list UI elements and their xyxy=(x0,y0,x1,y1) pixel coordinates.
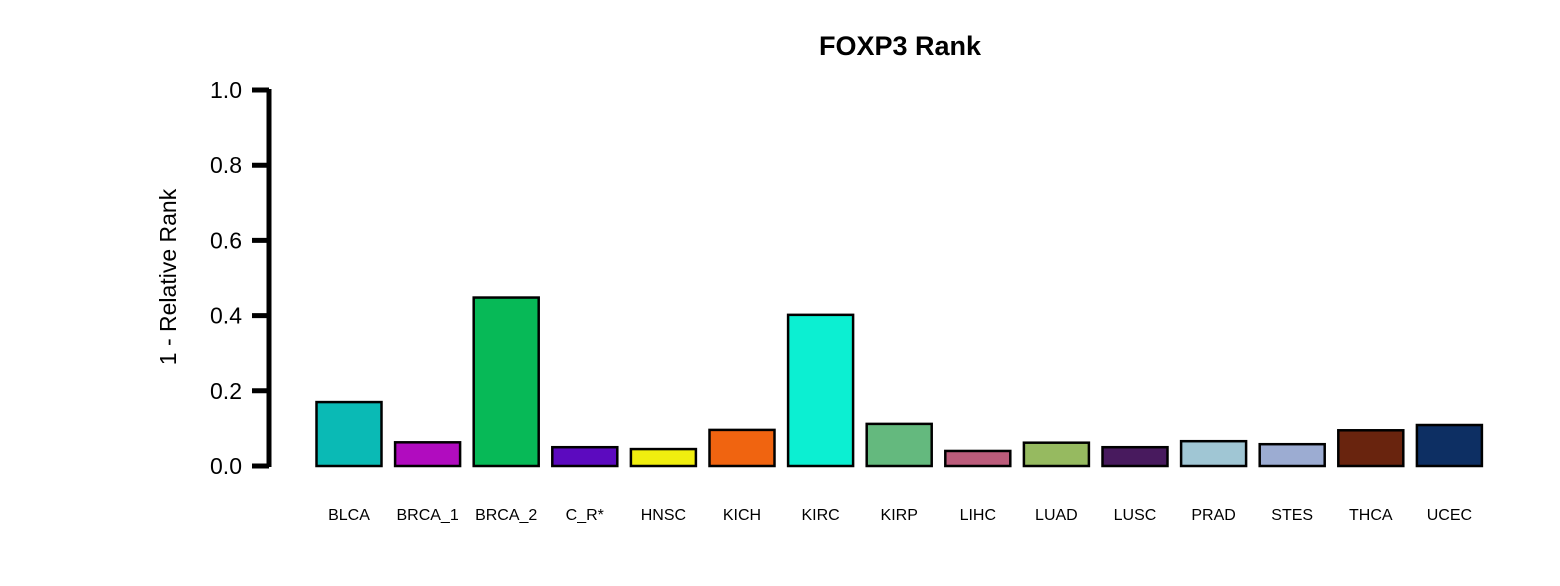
y-axis-ticks: 0.0 0.2 0.4 0.6 0.8 1.0 xyxy=(210,77,269,479)
x-tick-label: LUAD xyxy=(1035,507,1078,524)
x-tick-label: BRCA_1 xyxy=(396,507,458,524)
bar-kich xyxy=(708,428,776,468)
y-tick-label: 0.8 xyxy=(210,152,242,178)
bar-lihc xyxy=(944,449,1012,468)
x-tick-label: UCEC xyxy=(1427,507,1472,524)
x-tick-label: LIHC xyxy=(960,507,996,524)
x-tick-label: THCA xyxy=(1349,507,1393,524)
bar-kirc xyxy=(786,313,855,468)
bar-blca xyxy=(315,400,383,468)
y-tick-label: 0.6 xyxy=(210,227,242,253)
y-tick-label: 0.4 xyxy=(210,303,242,329)
y-tick-label: 0.0 xyxy=(210,453,242,479)
bar-thca xyxy=(1337,429,1405,468)
bar-brca-2 xyxy=(472,296,540,468)
bar-stes xyxy=(1258,442,1326,468)
x-tick-label: PRAD xyxy=(1191,507,1235,524)
x-tick-label: STES xyxy=(1271,507,1313,524)
bar-prad xyxy=(1179,439,1248,468)
bar-hnsc xyxy=(629,447,698,468)
x-tick-label: BRCA_2 xyxy=(475,507,537,524)
x-tick-label: KIRC xyxy=(801,507,839,524)
bar-kirp xyxy=(865,422,933,468)
chart-title: FOXP3 Rank xyxy=(819,31,982,61)
bar-c-r xyxy=(551,445,619,468)
y-axis-label: 1 - Relative Rank xyxy=(155,188,181,365)
x-tick-label: HNSC xyxy=(641,507,686,524)
x-tick-label: BLCA xyxy=(328,507,370,524)
y-tick-label: 0.2 xyxy=(210,378,242,404)
x-tick-label: KICH xyxy=(723,507,761,524)
x-tick-label: KIRP xyxy=(881,507,918,524)
bar-lusc xyxy=(1101,445,1169,468)
bar-ucec xyxy=(1415,423,1484,468)
bar-brca-1 xyxy=(393,441,462,468)
bars xyxy=(315,296,1484,468)
x-axis-ticks: BLCA BRCA_1 BRCA_2 C_R* HNSC KICH KIRC KIRP LIHC… xyxy=(328,507,1472,524)
y-tick-label: 1.0 xyxy=(210,77,242,103)
x-tick-label: LUSC xyxy=(1114,507,1157,524)
bar-luad xyxy=(1022,441,1091,468)
x-tick-label: C_R* xyxy=(566,507,604,524)
